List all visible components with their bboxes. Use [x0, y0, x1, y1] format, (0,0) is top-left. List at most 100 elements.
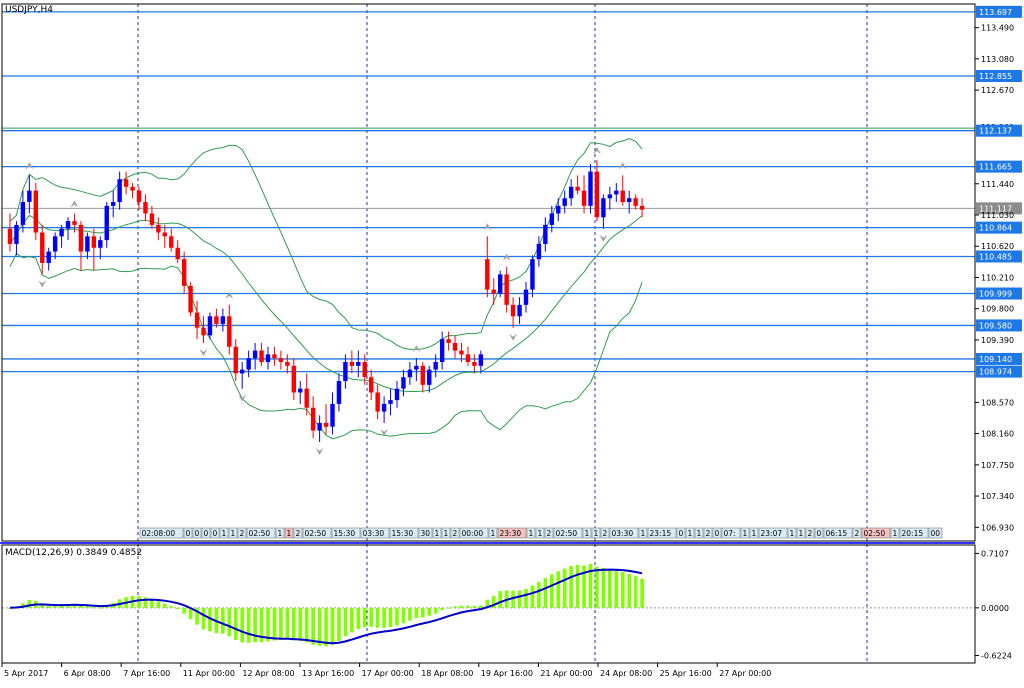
time-strip-label: 0: [213, 529, 218, 538]
level-price-box: [976, 69, 1022, 82]
candle-body: [285, 362, 290, 366]
time-strip-box: [275, 527, 285, 539]
candle-body: [394, 388, 400, 401]
time-strip-box: [609, 527, 639, 539]
time-tick-label: 5 Apr 2017: [4, 669, 48, 678]
time-strip-box: [758, 527, 788, 539]
candle-body: [20, 202, 26, 225]
price-tick-label: 108.160: [981, 430, 1014, 439]
fractal-down-arrow: [238, 394, 247, 402]
candle-body: [543, 224, 548, 244]
candle-body: [510, 304, 516, 317]
candle-body: [259, 350, 264, 362]
axes: 113.490 113.080 112.670 111.440 111.030 110.6…: [0, 3, 1014, 678]
candle-body: [388, 400, 393, 404]
time-tick-label: 24 Apr 08:00: [600, 669, 652, 678]
macd-histogram-bar: [433, 607, 438, 614]
time-strip-label: 1: [799, 529, 804, 538]
candle-body: [233, 346, 238, 374]
time-strip-label: 2: [240, 529, 245, 538]
time-strip-label: 2: [855, 529, 860, 538]
time-strip-box: [676, 527, 686, 539]
time-strip-label: 0: [204, 529, 209, 538]
time-strip-label: 15:30: [392, 529, 414, 538]
macd-histogram-bar: [608, 568, 612, 608]
time-strip-box: [535, 527, 545, 539]
candle-body: [401, 377, 406, 389]
macd-histogram-bar: [421, 607, 425, 618]
macd-histogram-bar: [46, 605, 51, 608]
time-strip-label: 02:50: [864, 529, 886, 538]
macd-histogram-bar: [427, 607, 432, 616]
time-strip-label: 1: [231, 529, 236, 538]
time-strip-box: [591, 527, 601, 539]
candle-body: [633, 198, 638, 206]
candle-body: [452, 342, 458, 351]
fractal-up-arrow: [25, 162, 34, 170]
candle-body: [330, 403, 335, 427]
time-strip-box: [740, 527, 750, 539]
level-price-label: 110.864: [979, 224, 1012, 233]
level-price-box: [976, 352, 1022, 365]
macd-histogram-bar: [298, 607, 303, 641]
candle-body: [323, 422, 329, 427]
candle-body: [104, 205, 109, 241]
fractal-up-arrow: [618, 162, 627, 170]
time-strip-box: [553, 527, 583, 539]
time-strip-label: 06:15: [826, 529, 848, 538]
candle-body: [40, 232, 45, 263]
current-price-label: 111.117: [979, 204, 1012, 213]
macd-histogram-bar: [337, 607, 341, 641]
candle-body: [369, 377, 374, 393]
time-strip-box: [823, 527, 853, 539]
price-tick-label: 112.670: [981, 86, 1014, 95]
fractal-down-arrow: [599, 234, 608, 242]
candle-body: [175, 247, 180, 260]
macd-histogram-bar: [259, 607, 264, 643]
time-strip-box: [192, 527, 202, 539]
time-strip-box: [899, 527, 929, 539]
macd-histogram-bar: [614, 569, 619, 608]
bollinger-middle: [9, 214, 643, 392]
candle-body: [98, 240, 103, 248]
macd-histogram-bar: [440, 607, 444, 611]
macd-histogram-bar: [414, 607, 419, 619]
macd-histogram-bar: [304, 607, 309, 643]
candle-body: [627, 198, 632, 203]
time-tick-label: 7 Apr 16:00: [123, 669, 170, 678]
grid: [137, 4, 868, 663]
candle-body: [65, 221, 71, 229]
time-strip-box: [928, 527, 943, 539]
time-strip-box: [497, 527, 527, 539]
time-strip-box: [389, 527, 419, 539]
candle-body: [594, 171, 600, 218]
bollinger-lower: [9, 252, 643, 440]
candle-body: [336, 381, 342, 404]
time-strip-label: 07:: [724, 529, 736, 538]
time-strip-box: [459, 527, 489, 539]
time-tick-label: 21 Apr 00:00: [540, 669, 592, 678]
time-strip-label: 1: [444, 529, 449, 538]
macd-frame: [1, 544, 976, 664]
candle-body: [291, 365, 296, 393]
level-price-box: [976, 365, 1022, 378]
candle-body: [246, 358, 251, 370]
time-strip-label: 1: [893, 529, 898, 538]
fractal-up-arrow: [592, 147, 601, 155]
candle-body: [472, 362, 477, 366]
candle-body: [523, 289, 529, 305]
time-strip-box: [638, 527, 648, 539]
price-tick-label: 108.570: [981, 398, 1014, 407]
candle-body: [620, 190, 625, 203]
time-strip-box: [139, 527, 184, 539]
time-strip-box: [441, 527, 451, 539]
candle-body: [143, 202, 148, 214]
candle-body: [278, 358, 284, 362]
fractal-up-arrow: [225, 291, 234, 299]
candle-body: [188, 285, 193, 313]
fractal-down-arrow: [380, 428, 389, 436]
candle-body: [362, 362, 367, 378]
macd-histogram-bar: [472, 605, 477, 608]
time-tick-label: 18 Apr 08:00: [421, 669, 473, 678]
